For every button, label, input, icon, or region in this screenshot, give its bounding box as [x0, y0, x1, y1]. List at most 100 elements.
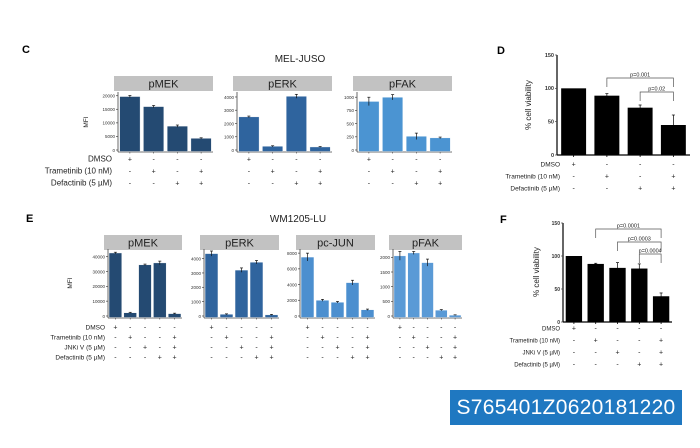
treatment-sign: +: [128, 157, 132, 164]
treatment-sign: -: [351, 345, 354, 352]
y-tick-label: 2000: [287, 298, 298, 303]
treatment-sign: +: [391, 169, 395, 176]
treatment-sign: -: [248, 169, 251, 176]
significance-bracket: [638, 253, 662, 263]
y-tick-label: 500: [382, 299, 390, 304]
facet-title: pMEK: [128, 238, 159, 250]
treatment-label: Defactinib (5 µM): [514, 363, 560, 369]
panel-title: MEL-JUSO: [275, 54, 326, 65]
treatment-sign: +: [209, 325, 213, 332]
treatment-sign: +: [269, 355, 273, 362]
treatment-sign: -: [440, 325, 443, 332]
treatment-sign: +: [269, 345, 273, 352]
treatment-sign: -: [248, 181, 251, 188]
bar: [565, 256, 583, 322]
p-value-label: p=0.02: [648, 87, 665, 93]
treatment-sign: -: [225, 325, 228, 332]
treatment-sign: +: [638, 186, 642, 193]
y-tick-label: 8000: [287, 251, 298, 256]
treatment-sign: -: [595, 350, 598, 357]
treatment-sign: -: [606, 162, 609, 169]
treatment-sign: -: [572, 174, 575, 181]
y-tick-label: 20000: [92, 284, 105, 289]
y-tick-label: 0: [351, 148, 354, 153]
y-tick-label: 4000: [287, 282, 298, 287]
treatment-sign: -: [306, 335, 309, 342]
treatment-sign: +: [572, 326, 576, 333]
treatment-sign: +: [305, 325, 309, 332]
treatment-sign: -: [240, 335, 243, 342]
facet-title: pFAK: [389, 79, 417, 91]
bar: [108, 252, 122, 318]
bar: [448, 314, 462, 318]
treatment-sign: -: [210, 355, 213, 362]
treatment-sign: +: [335, 345, 339, 352]
bar: [119, 96, 141, 152]
treatment-sign: -: [454, 325, 457, 332]
treatment-sign: -: [306, 345, 309, 352]
bar: [285, 96, 307, 152]
treatment-sign: -: [399, 335, 402, 342]
y-tick-label: 0: [294, 314, 297, 319]
y-tick-label: 5000: [105, 134, 116, 139]
bar: [204, 253, 219, 318]
treatment-sign: -: [616, 362, 619, 369]
treatment-sign: +: [158, 355, 162, 362]
treatment-label: Defactinib (5 µM): [55, 355, 105, 362]
treatment-sign: +: [199, 169, 203, 176]
bar: [166, 125, 188, 152]
y-tick-label: 0: [112, 148, 115, 153]
treatment-sign: -: [573, 350, 576, 357]
treatment-sign: -: [639, 162, 642, 169]
bar: [627, 107, 653, 155]
bar: [168, 313, 182, 318]
facet-strip: [104, 235, 182, 250]
panel-letter: E: [26, 213, 33, 225]
treatment-sign: -: [399, 355, 402, 362]
treatment-sign: -: [159, 335, 162, 342]
treatment-sign: -: [144, 325, 147, 332]
y-tick-label: 4000: [224, 95, 235, 100]
bar: [123, 312, 137, 318]
treatment-sign: -: [255, 325, 258, 332]
p-value-label: p=0.001: [630, 73, 650, 79]
treatment-sign: +: [294, 181, 298, 188]
treatment-sign: -: [426, 325, 429, 332]
treatment-sign: +: [239, 345, 243, 352]
treatment-sign: -: [271, 181, 274, 188]
treatment-sign: +: [269, 335, 273, 342]
treatment-label: JNKi V (5 µM): [523, 351, 560, 357]
treatment-sign: -: [336, 355, 339, 362]
treatment-sign: -: [415, 157, 418, 164]
treatment-sign: -: [240, 325, 243, 332]
facet-strip: [114, 76, 213, 91]
significance-bracket: [595, 228, 662, 238]
treatment-sign: -: [638, 338, 641, 345]
treatment-sign: +: [254, 355, 258, 362]
treatment-label: DMSO: [542, 327, 560, 333]
treatment-sign: -: [413, 355, 416, 362]
treatment-sign: -: [129, 325, 132, 332]
treatment-sign: -: [368, 181, 371, 188]
treatment-sign: +: [615, 350, 619, 357]
treatment-sign: -: [159, 325, 162, 332]
bar: [435, 309, 448, 318]
treatment-sign: -: [440, 335, 443, 342]
y-axis-label: % cell viability: [532, 247, 541, 297]
y-tick-label: 6000: [287, 267, 298, 272]
treatment-sign: +: [412, 335, 416, 342]
treatment-sign: -: [129, 355, 132, 362]
panel-letter: D: [497, 45, 505, 57]
significance-bracket: [606, 77, 674, 87]
treatment-sign: +: [398, 325, 402, 332]
significance-bracket: [617, 241, 662, 251]
y-tick-label: 0: [198, 314, 201, 319]
treatment-sign: -: [368, 169, 371, 176]
bar: [143, 106, 165, 152]
y-tick-label: 50: [548, 119, 554, 125]
y-axis-label: MFI: [67, 277, 74, 288]
bar: [219, 314, 234, 318]
treatment-label: Trametinib (10 nM): [50, 335, 105, 342]
bar: [249, 261, 264, 318]
